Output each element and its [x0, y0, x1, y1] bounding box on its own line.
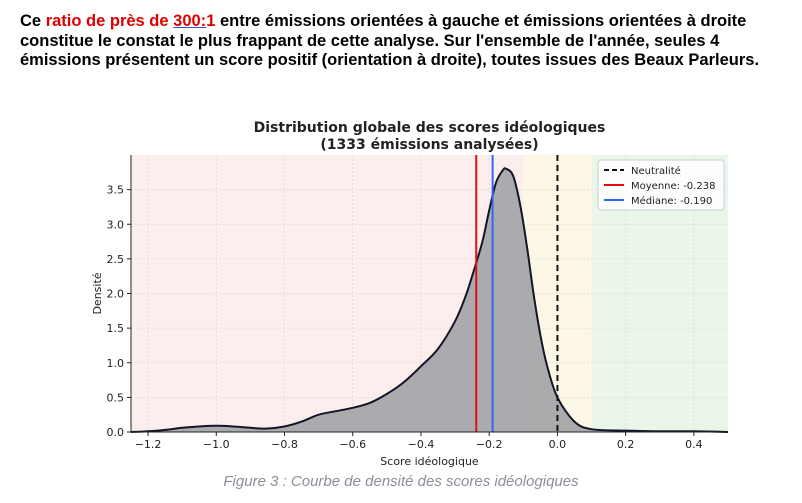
- density-curve: [130, 167, 729, 433]
- tick-labels: −1.2 −1.0 −0.8 −0.6 −0.4 −0.2 0.0 0.2 0.4 0.0 0.5 1…: [107, 184, 703, 451]
- y-tick-label: 1.0: [107, 357, 125, 370]
- x-tick-label: −0.2: [476, 438, 503, 451]
- chart-subtitle: (1333 émissions analysées): [320, 137, 538, 153]
- x-tick-label: 0.4: [685, 438, 703, 451]
- legend-label: Neutralité: [631, 165, 681, 177]
- x-tick-label: −0.6: [339, 438, 366, 451]
- y-tick-label: 2.0: [107, 288, 125, 301]
- intro-paragraph: Ce ratio de près de 300:1 entre émission…: [20, 12, 790, 71]
- y-tick-label: 0.5: [107, 391, 125, 404]
- x-tick-label: −0.4: [408, 438, 435, 451]
- density-area: [131, 168, 728, 432]
- paragraph-body: entre émissions orientées à gauche et ém…: [20, 12, 760, 69]
- density-chart-svg: −1.2 −1.0 −0.8 −0.6 −0.4 −0.2 0.0 0.2 0.4 0.0 0.5 1…: [91, 120, 729, 468]
- x-tick-label: 0.2: [617, 438, 635, 451]
- reference-lines: [475, 155, 559, 432]
- legend-box: [597, 159, 725, 211]
- ratio-suffix: 1: [206, 12, 216, 30]
- density-chart: −1.2 −1.0 −0.8 −0.6 −0.4 −0.2 0.0 0.2 0.4 0.0 0.5 1…: [0, 112, 802, 472]
- x-axis-label: Score idéologique: [380, 455, 479, 468]
- y-tick-label: 3.0: [107, 218, 125, 231]
- x-tick-label: −1.2: [135, 438, 162, 451]
- y-axis-label: Densité: [91, 272, 104, 314]
- y-tick-label: 0.0: [107, 426, 125, 439]
- ratio-link[interactable]: 300:: [173, 12, 207, 30]
- figure-caption: Figure 3 : Courbe de densité des scores …: [223, 473, 579, 490]
- x-tick-label: −0.8: [271, 438, 298, 451]
- y-tick-label: 2.5: [107, 253, 125, 266]
- y-tick-label: 3.5: [107, 184, 125, 197]
- paragraph-highlight: ratio de près de: [45, 12, 174, 30]
- x-tick-label: 0.0: [549, 438, 567, 451]
- chart-title: Distribution globale des scores idéologi…: [254, 120, 606, 136]
- x-tick-label: −1.0: [203, 438, 230, 451]
- legend-label: Moyenne: -0.238: [631, 181, 715, 192]
- legend-label: Médiane: -0.190: [631, 195, 712, 207]
- y-tick-label: 1.5: [107, 322, 125, 335]
- legend: Neutralité Moyenne: -0.238 Médiane: -0.190: [597, 159, 725, 211]
- paragraph-part1: Ce: [20, 12, 46, 30]
